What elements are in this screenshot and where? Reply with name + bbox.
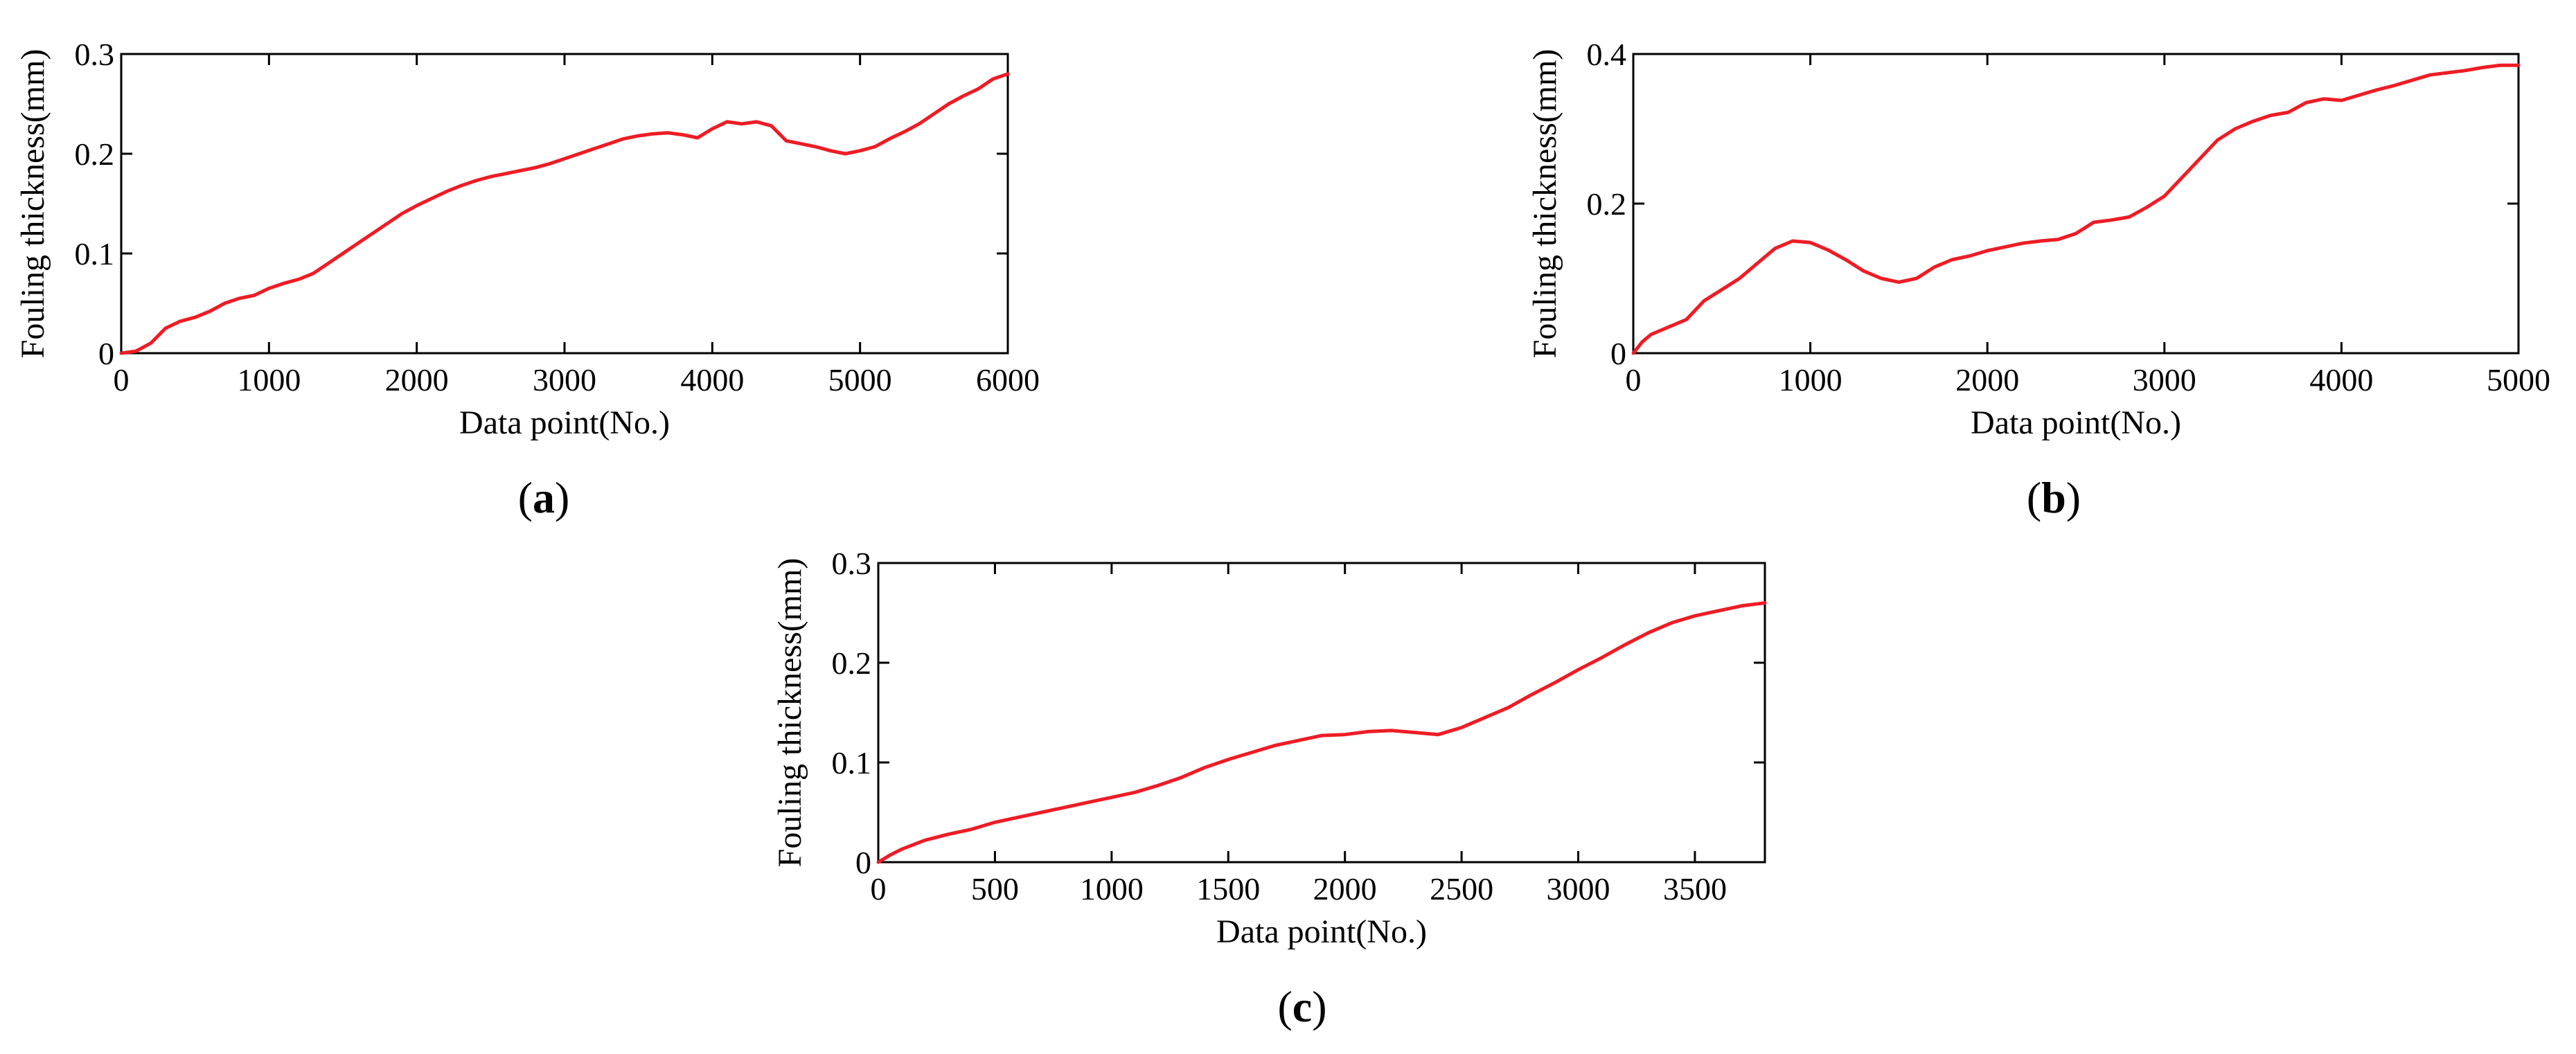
x-tick-label: 0 [114, 362, 130, 398]
x-tick-label: 3000 [2133, 362, 2196, 398]
y-tick-label: 0.4 [1587, 37, 1627, 72]
panel-label: (a) [518, 473, 570, 522]
panel-label-open: ( [518, 473, 533, 522]
y-tick-label: 0.2 [832, 645, 872, 681]
y-tick-label: 0.1 [75, 236, 115, 271]
series-line-c-0 [876, 601, 1767, 864]
x-tick-label: 1500 [1196, 871, 1260, 906]
x-tick-label: 1000 [1779, 362, 1842, 398]
y-tick-label: 0 [98, 336, 114, 371]
panel-label: (c) [1277, 982, 1326, 1031]
x-tick-label: 1000 [237, 362, 301, 398]
y-tick-label: 0.2 [75, 136, 115, 172]
plot-frame [1632, 53, 2520, 355]
x-tick-label: 3000 [533, 362, 596, 398]
x-tick-label: 0 [1626, 362, 1642, 398]
x-tick-label: 5000 [2487, 362, 2550, 398]
y-axis-title: Fouling thickness(mm) [772, 558, 808, 868]
panel-label-open: ( [2027, 473, 2041, 522]
x-tick-label: 3500 [1663, 871, 1727, 906]
x-tick-label: 0 [871, 871, 887, 906]
panel-a: 0 1000 2000 3000 4000 5000 6000 0 0.1 0.2 0.3 Data … [15, 37, 1040, 522]
panel-label-open: ( [1277, 982, 1292, 1031]
y-axis-title: Fouling thickness(mm) [1527, 49, 1563, 359]
x-tick-label: 2000 [1955, 362, 2019, 398]
y-tick-label: 0.3 [75, 37, 115, 72]
panel-label-close: ) [2066, 473, 2081, 522]
x-tick-label: 1000 [1080, 871, 1144, 906]
panel-c: 0 500 1000 1500 2000 2500 3000 3500 0 0.1 0.2 0.3 Da… [772, 546, 1767, 1031]
y-tick-label: 0.1 [832, 745, 872, 780]
x-tick-label: 500 [971, 871, 1019, 906]
panel-label-letter: b [2041, 473, 2066, 522]
x-tick-label: 4000 [680, 362, 744, 398]
panel-label-close: ) [1312, 982, 1326, 1031]
panel-b: 0 1000 2000 3000 4000 5000 0 0.2 0.4 Data point(N… [1527, 37, 2550, 522]
x-tick-label: 2500 [1430, 871, 1493, 906]
x-tick-label: 2000 [1313, 871, 1377, 906]
y-axis-title: Fouling thickness(mm) [15, 49, 51, 359]
x-tick-label: 2000 [385, 362, 449, 398]
x-tick-label: 5000 [828, 362, 892, 398]
x-axis-title: Data point(No.) [459, 404, 670, 441]
panel-label-letter: a [533, 473, 555, 522]
x-tick-label: 3000 [1547, 871, 1610, 906]
plot-frame [877, 562, 1766, 864]
panel-label: (b) [2027, 473, 2081, 522]
x-tick-label: 6000 [976, 362, 1040, 398]
series-line-b-0 [1631, 63, 2521, 355]
y-tick-label: 0.2 [1587, 186, 1627, 222]
series-line-a-0 [119, 72, 1010, 355]
plot-frame [120, 53, 1009, 355]
y-tick-label: 0.3 [832, 546, 872, 581]
x-axis-title: Data point(No.) [1216, 913, 1427, 950]
x-axis-title: Data point(No.) [1971, 404, 2181, 441]
panel-label-close: ) [555, 473, 569, 522]
panel-label-letter: c [1293, 982, 1312, 1031]
y-tick-label: 0 [1610, 336, 1626, 371]
x-tick-label: 4000 [2309, 362, 2373, 398]
y-tick-label: 0 [855, 845, 871, 880]
